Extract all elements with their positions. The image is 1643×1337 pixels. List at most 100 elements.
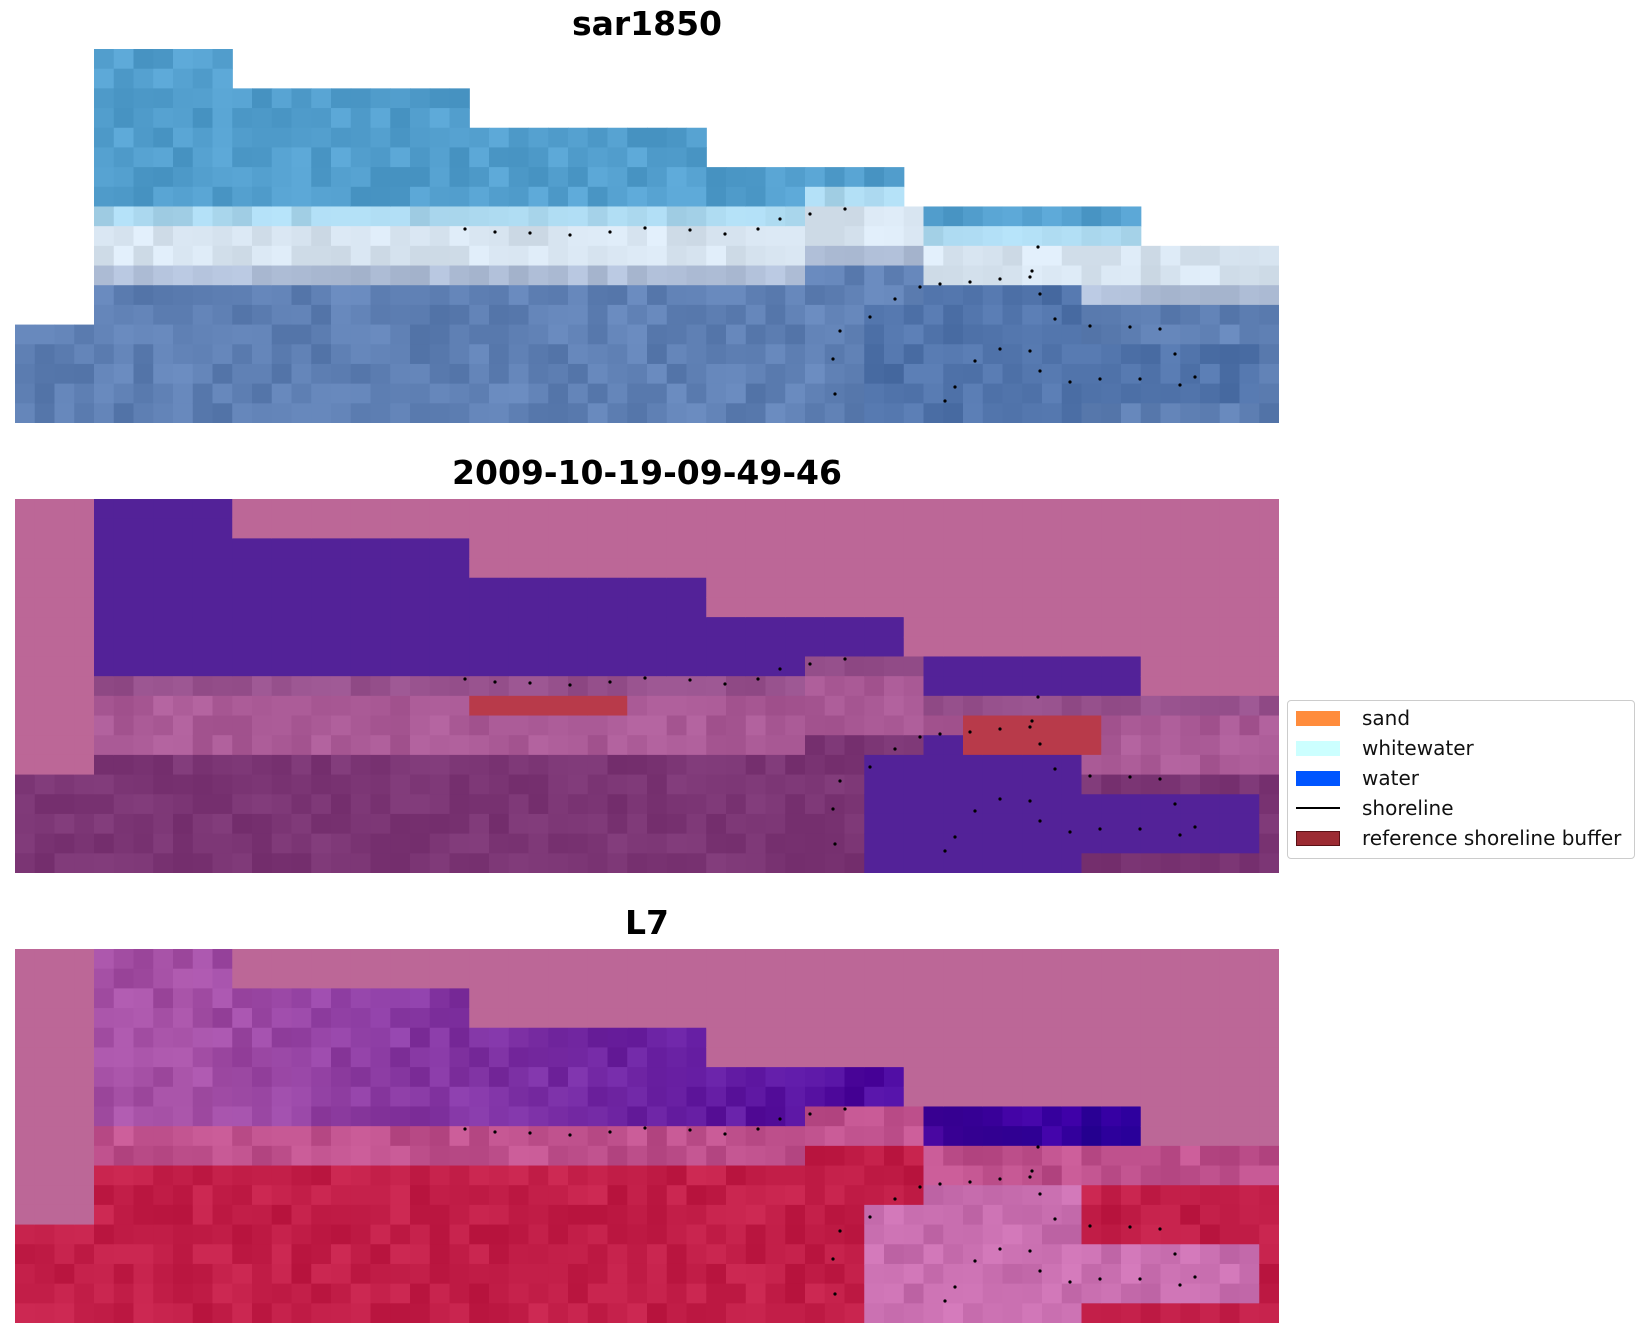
pixel-cell (508, 577, 530, 599)
pixel-cell (528, 265, 549, 286)
pixel-cell (548, 735, 569, 756)
pixel-cell (943, 1165, 964, 1186)
shoreline-point (1036, 695, 1040, 699)
pixel-cell (173, 324, 194, 345)
pixel-cell (1081, 265, 1102, 286)
pixel-cell (1140, 1047, 1162, 1068)
pixel-cell (785, 1145, 806, 1167)
pixel-cell (192, 813, 214, 835)
pixel-cell (1259, 1106, 1279, 1127)
pixel-cell (982, 1086, 1004, 1108)
pixel-cell (1259, 617, 1279, 638)
pixel-cell (982, 813, 1004, 835)
pixel-cell (647, 558, 668, 579)
shoreline-line-icon (1296, 807, 1340, 809)
pixel-cell (74, 1283, 95, 1304)
pixel-cell (1200, 538, 1221, 559)
pixel-cell (1121, 304, 1142, 326)
pixel-cell (587, 1145, 609, 1167)
pixel-cell (291, 1263, 312, 1285)
pixel-cell (429, 265, 451, 286)
shoreline-point (778, 667, 782, 671)
pixel-cell (94, 108, 115, 129)
pixel-cell (449, 206, 470, 227)
pixel-cell (469, 363, 490, 385)
pixel-cell (587, 538, 609, 559)
pixel-cell (489, 988, 510, 1009)
pixel-cell (133, 1067, 154, 1088)
pixel-cell (903, 1303, 925, 1323)
pixel-cell (1042, 676, 1063, 697)
pixel-cell (982, 403, 1004, 423)
pixel-cell (943, 1086, 964, 1108)
pixel-cell (647, 636, 668, 658)
pixel-cell (271, 167, 293, 188)
pixel-cell (963, 1008, 984, 1029)
shoreline-point (1028, 725, 1032, 729)
pixel-cell (1200, 1185, 1221, 1206)
pixel-cell (1200, 617, 1221, 638)
pixel-cell (212, 206, 233, 227)
pixel-cell (568, 1244, 589, 1265)
pixel-cell (410, 1244, 431, 1265)
pixel-cell (785, 1008, 806, 1029)
pixel-cell (449, 597, 470, 618)
pixel-cell (548, 617, 569, 638)
pixel-cell (765, 1126, 786, 1147)
pixel-cell (607, 363, 628, 385)
pixel-cell (1061, 949, 1083, 970)
pixel-cell (1061, 1283, 1083, 1304)
pixel-cell (94, 304, 115, 326)
pixel-cell (1160, 1086, 1181, 1108)
pixel-cell (1042, 1067, 1063, 1088)
pixel-cell (15, 1244, 36, 1265)
pixel-cell (192, 1165, 214, 1186)
pixel-cell (390, 186, 411, 208)
pixel-cell (331, 1027, 352, 1049)
pixel-cell (864, 676, 885, 697)
pixel-cell (1002, 833, 1023, 854)
pixel-cell (805, 988, 826, 1009)
pixel-cell (1042, 1086, 1063, 1108)
pixel-cell (548, 1106, 569, 1127)
pixel-cell (548, 949, 569, 970)
pixel-cell (1042, 403, 1063, 423)
pixel-cell (508, 715, 530, 736)
pixel-cell (706, 617, 727, 638)
pixel-cell (1200, 285, 1221, 306)
shoreline-point (723, 682, 727, 686)
pixel-cell (963, 1165, 984, 1186)
pixel-cell (982, 695, 1004, 717)
pixel-cell (903, 1185, 925, 1206)
pixel-cell (1061, 695, 1083, 717)
pixel-cell (1121, 1185, 1142, 1206)
pixel-cell (469, 265, 490, 286)
pixel-cell (350, 853, 372, 873)
pixel-cell (982, 636, 1004, 658)
pixel-cell (785, 774, 806, 795)
pixel-cell (489, 676, 510, 697)
pixel-cell (943, 1263, 964, 1285)
pixel-cell (864, 403, 885, 423)
pixel-cell (1022, 1263, 1043, 1285)
pixel-cell (113, 1204, 135, 1226)
pixel-cell (212, 363, 233, 385)
pixel-cell (1061, 344, 1083, 365)
pixel-cell (212, 1283, 233, 1304)
pixel-cell (923, 324, 944, 345)
pixel-cell (74, 968, 95, 989)
shoreline-point (1038, 1192, 1042, 1196)
pixel-cell (1081, 1145, 1102, 1167)
pixel-cell (824, 695, 846, 717)
pixel-cell (291, 1126, 312, 1147)
pixel-cell (982, 538, 1004, 559)
pixel-cell (726, 968, 747, 989)
pixel-cell (666, 285, 688, 306)
pixel-cell (1259, 499, 1279, 520)
pixel-cell (271, 1067, 293, 1088)
pixel-cell (1101, 1027, 1122, 1049)
pixel-cell (706, 1185, 727, 1206)
pixel-cell (192, 735, 214, 756)
pixel-cell (1259, 265, 1279, 286)
shoreline-point (1128, 1225, 1132, 1229)
